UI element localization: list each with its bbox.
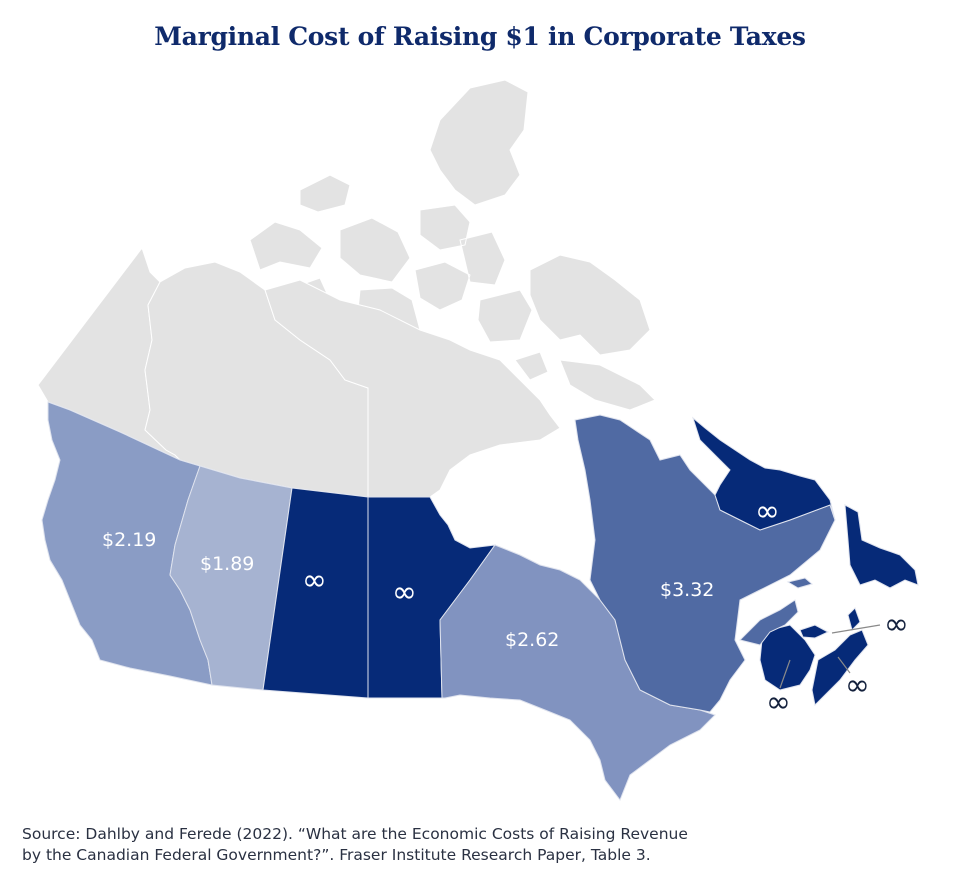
provinces bbox=[41, 401, 919, 802]
region-ontario[interactable] bbox=[439, 544, 716, 802]
region-gaspe bbox=[739, 599, 799, 646]
labels: $2.19 $1.89 ∞ ∞ $2.62 $3.32 ∞ ∞ ∞ ∞ bbox=[102, 494, 909, 720]
source-note: Source: Dahlby and Ferede (2022). “What … bbox=[22, 824, 942, 866]
map-title: Marginal Cost of Raising $1 in Corporate… bbox=[154, 22, 806, 51]
label-saskatchewan: ∞ bbox=[302, 563, 327, 598]
label-ontario: $2.62 bbox=[505, 629, 559, 651]
region-manitoba[interactable] bbox=[367, 496, 497, 699]
label-manitoba: ∞ bbox=[392, 575, 417, 610]
label-nova-scotia: ∞ bbox=[845, 668, 870, 703]
label-pei: ∞ bbox=[884, 607, 909, 642]
leader-line-new-brunswick bbox=[779, 659, 791, 689]
label-british-columbia: $2.19 bbox=[102, 529, 156, 551]
source-line-2: by the Canadian Federal Government?”. Fr… bbox=[22, 846, 651, 864]
label-new-brunswick: ∞ bbox=[766, 685, 791, 720]
label-newfoundland-labrador: ∞ bbox=[755, 494, 780, 529]
region-quebec[interactable] bbox=[574, 414, 836, 713]
region-pei[interactable] bbox=[799, 624, 830, 639]
region-labrador[interactable] bbox=[692, 416, 836, 531]
territories bbox=[37, 79, 656, 498]
label-alberta: $1.89 bbox=[200, 553, 254, 575]
region-new-brunswick[interactable] bbox=[759, 624, 816, 691]
source-line-1: Source: Dahlby and Ferede (2022). “What … bbox=[22, 825, 688, 843]
label-quebec: $3.32 bbox=[660, 579, 714, 601]
region-newfoundland[interactable] bbox=[844, 504, 919, 589]
leader-line-pei bbox=[831, 624, 881, 634]
region-nunavut-mainland bbox=[264, 279, 561, 498]
region-anticosti-island bbox=[786, 577, 814, 589]
leader-line-nova-scotia bbox=[837, 656, 851, 674]
